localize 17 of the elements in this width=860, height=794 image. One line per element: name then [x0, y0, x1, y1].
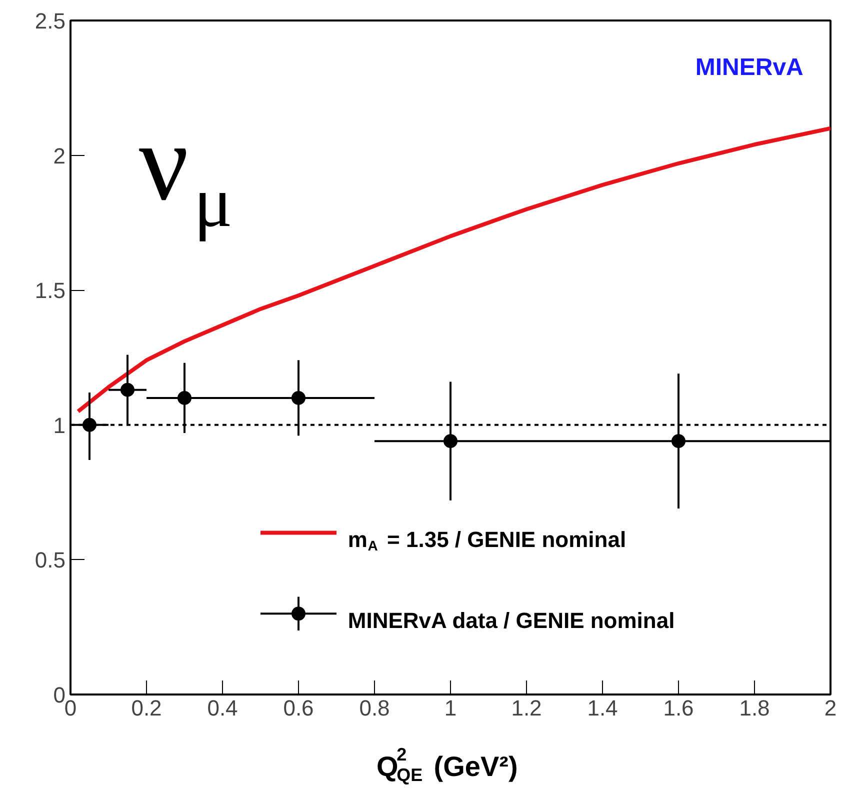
y-tick-label: 0.5: [34, 548, 66, 573]
y-tick-label: 2: [53, 143, 66, 168]
x-tick-label: 2: [824, 696, 837, 720]
x-tick-label: 0.2: [131, 696, 162, 720]
x-tick-label: 0.8: [359, 696, 390, 720]
y-tick-label: 2.5: [34, 8, 66, 34]
x-tick-label: 0.4: [207, 696, 238, 720]
x-tick-label: 1.4: [587, 696, 618, 720]
x-tick-label: 1.2: [511, 696, 542, 720]
annotation: MINERvA: [695, 54, 804, 82]
legend-label: MINERvA data / GENIE nominal: [348, 608, 675, 633]
x-tick-label: 1.6: [663, 696, 694, 720]
x-tick-label: 1: [444, 696, 457, 720]
y-tick-label: 1.5: [34, 278, 66, 304]
x-tick-label: 1.8: [739, 696, 770, 720]
y-tick-label: 1: [53, 412, 66, 438]
x-tick-label: 0.6: [283, 696, 314, 720]
